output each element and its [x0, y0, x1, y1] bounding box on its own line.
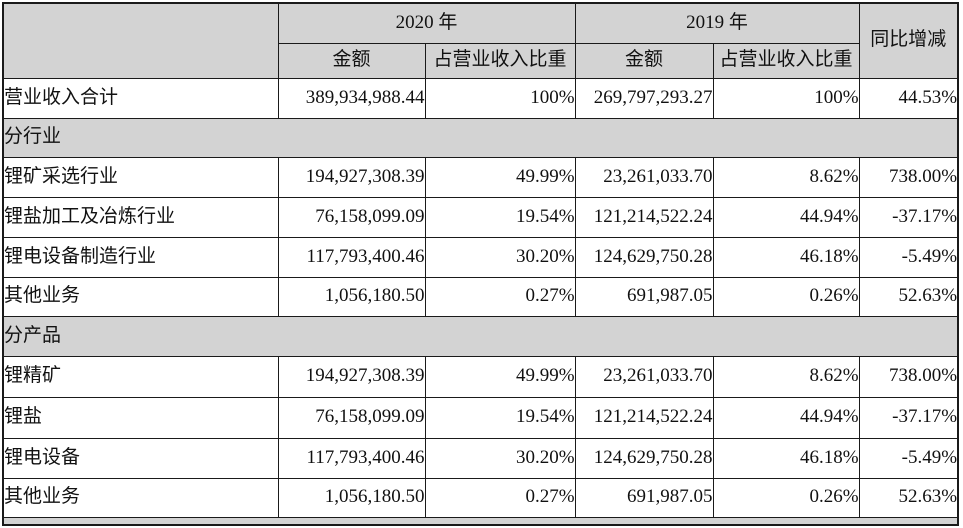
- yoy-cell: 52.63%: [858, 477, 959, 518]
- share-2020-cell: 19.54%: [424, 196, 576, 238]
- header-amount-2019: 金额: [574, 42, 714, 79]
- yoy-cell: 44.53%: [858, 77, 959, 119]
- amount-2019-cell: 23,261,033.70: [574, 156, 714, 198]
- amount-2020-cell: 194,927,308.39: [277, 156, 426, 198]
- share-2019-cell: 44.94%: [712, 196, 860, 238]
- table-row-total-revenue: 营业收入合计 389,934,988.44 100% 269,797,293.2…: [2, 77, 959, 119]
- share-2020-cell: 30.20%: [424, 236, 576, 278]
- yoy-cell: -37.17%: [858, 196, 959, 238]
- amount-2019-cell: 269,797,293.27: [574, 77, 714, 119]
- section-label: [2, 516, 959, 526]
- section-row-by-product: 分产品: [2, 315, 959, 357]
- row-label: 锂盐: [2, 396, 279, 439]
- share-2019-cell: 100%: [712, 77, 860, 119]
- table-row-lithium-concentrate: 锂精矿 194,927,308.39 49.99% 23,261,033.70 …: [2, 355, 959, 398]
- amount-2020-cell: 1,056,180.50: [277, 276, 426, 317]
- table-row-other-business-industry: 其他业务 1,056,180.50 0.27% 691,987.05 0.26%…: [2, 276, 959, 317]
- share-2019-cell: 46.18%: [712, 437, 860, 479]
- amount-2020-cell: 76,158,099.09: [277, 196, 426, 238]
- amount-2019-cell: 23,261,033.70: [574, 355, 714, 398]
- share-2019-cell: 8.62%: [712, 355, 860, 398]
- yoy-cell: -37.17%: [858, 396, 959, 439]
- share-2020-cell: 0.27%: [424, 276, 576, 317]
- share-2020-cell: 0.27%: [424, 477, 576, 518]
- share-2019-cell: 46.18%: [712, 236, 860, 278]
- share-2020-cell: 49.99%: [424, 355, 576, 398]
- section-label: 分产品: [2, 315, 959, 357]
- amount-2020-cell: 1,056,180.50: [277, 477, 426, 518]
- header-share-2020: 占营业收入比重: [424, 42, 576, 79]
- table-row-other-business-product: 其他业务 1,056,180.50 0.27% 691,987.05 0.26%…: [2, 477, 959, 518]
- section-label: 分行业: [2, 117, 959, 158]
- row-label: 锂精矿: [2, 355, 279, 398]
- table-row-lithium-salt-processing: 锂盐加工及冶炼行业 76,158,099.09 19.54% 121,214,5…: [2, 196, 959, 238]
- header-amount-2020: 金额: [277, 42, 426, 79]
- share-2019-cell: 44.94%: [712, 396, 860, 439]
- amount-2020-cell: 117,793,400.46: [277, 236, 426, 278]
- section-row-by-industry: 分行业: [2, 117, 959, 158]
- share-2019-cell: 0.26%: [712, 477, 860, 518]
- yoy-cell: 738.00%: [858, 355, 959, 398]
- row-label: 营业收入合计: [2, 77, 279, 119]
- yoy-cell: 738.00%: [858, 156, 959, 198]
- yoy-cell: -5.49%: [858, 437, 959, 479]
- row-label: 锂电设备制造行业: [2, 236, 279, 278]
- share-2020-cell: 19.54%: [424, 396, 576, 439]
- header-row-measures: 金额 占营业收入比重 金额 占营业收入比重: [3, 42, 958, 79]
- amount-2019-cell: 691,987.05: [574, 276, 714, 317]
- amount-2019-cell: 124,629,750.28: [574, 236, 714, 278]
- table-row-lithium-salt: 锂盐 76,158,099.09 19.54% 121,214,522.24 4…: [2, 396, 959, 439]
- amount-2019-cell: 124,629,750.28: [574, 437, 714, 479]
- share-2020-cell: 30.20%: [424, 437, 576, 479]
- yoy-cell: 52.63%: [858, 276, 959, 317]
- amount-2020-cell: 194,927,308.39: [277, 355, 426, 398]
- section-row-partial-cutoff: [2, 516, 959, 526]
- share-2019-cell: 8.62%: [712, 156, 860, 198]
- amount-2019-cell: 691,987.05: [574, 477, 714, 518]
- table-row-lithium-equipment-manufacturing: 锂电设备制造行业 117,793,400.46 30.20% 124,629,7…: [2, 236, 959, 278]
- amount-2019-cell: 121,214,522.24: [574, 396, 714, 439]
- row-label: 锂矿采选行业: [2, 156, 279, 198]
- row-label: 锂电设备: [2, 437, 279, 479]
- amount-2019-cell: 121,214,522.24: [574, 196, 714, 238]
- yoy-cell: -5.49%: [858, 236, 959, 278]
- header-row-years: 2020 年 2019 年 同比增减: [2, 2, 959, 79]
- header-year-2019: 2019 年: [574, 2, 860, 44]
- header-yoy-change: 同比增减: [858, 2, 959, 79]
- amount-2020-cell: 389,934,988.44: [277, 77, 426, 119]
- row-label: 其他业务: [2, 477, 279, 518]
- share-2020-cell: 49.99%: [424, 156, 576, 198]
- header-share-2019: 占营业收入比重: [712, 42, 860, 79]
- amount-2020-cell: 76,158,099.09: [277, 396, 426, 439]
- share-2020-cell: 100%: [424, 77, 576, 119]
- header-year-2020: 2020 年: [277, 2, 576, 44]
- amount-2020-cell: 117,793,400.46: [277, 437, 426, 479]
- corner-empty-cell: [2, 2, 279, 79]
- table-row-lithium-equipment: 锂电设备 117,793,400.46 30.20% 124,629,750.2…: [2, 437, 959, 479]
- row-label: 其他业务: [2, 276, 279, 317]
- row-label: 锂盐加工及冶炼行业: [2, 196, 279, 238]
- share-2019-cell: 0.26%: [712, 276, 860, 317]
- table-row-lithium-ore-mining: 锂矿采选行业 194,927,308.39 49.99% 23,261,033.…: [2, 156, 959, 198]
